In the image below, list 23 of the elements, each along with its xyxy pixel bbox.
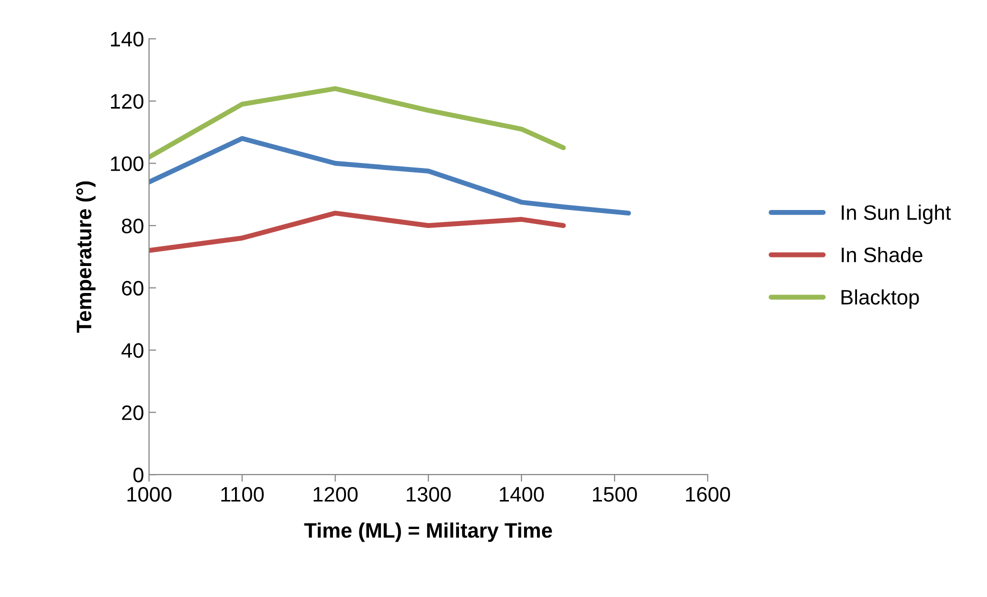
y-axis-title: Temperature (°) xyxy=(76,181,96,333)
y-tick-label: 120 xyxy=(111,94,144,109)
x-tick-label: 1600 xyxy=(686,486,730,502)
y-tick-label: 20 xyxy=(122,405,144,420)
y-tick-label: 40 xyxy=(121,343,144,358)
line-series xyxy=(149,136,631,216)
y-tick-label: 100 xyxy=(111,156,144,172)
y-tick-label: 140 xyxy=(111,32,144,47)
y-tick-label: 80 xyxy=(122,218,144,234)
y-tick-label: 0 xyxy=(133,468,144,482)
line-series xyxy=(149,86,566,160)
legend-label: Blacktop xyxy=(842,289,919,309)
x-tick-label: 1200 xyxy=(314,486,358,502)
y-tick-label: 60 xyxy=(122,280,144,296)
x-tick-label: 1500 xyxy=(592,486,637,502)
line-series xyxy=(149,210,566,253)
legend-label: In Shade xyxy=(842,247,922,262)
x-tick-label: 1300 xyxy=(406,486,451,502)
legend-label: In Sun Light xyxy=(842,204,951,224)
x-axis-title: Time (ML) = Military Time xyxy=(304,522,552,542)
x-tick-label: 1000 xyxy=(127,486,172,502)
x-tick-label: 1100 xyxy=(221,486,264,502)
x-tick-label: 1400 xyxy=(500,486,544,502)
